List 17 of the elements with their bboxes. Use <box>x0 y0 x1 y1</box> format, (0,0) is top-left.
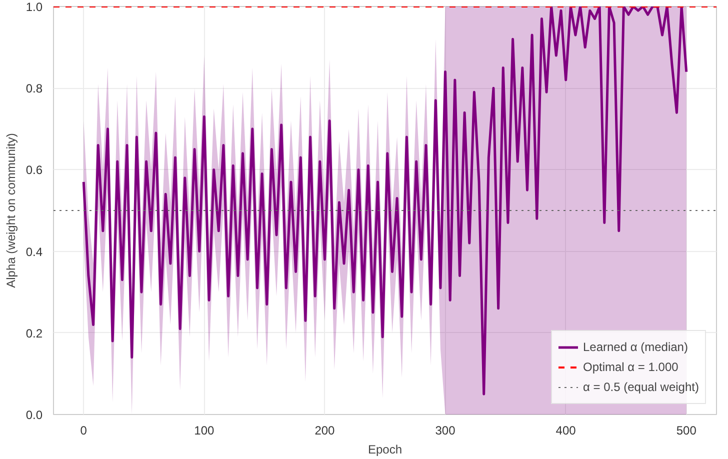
y-tick-label: 0.2 <box>26 326 43 340</box>
y-axis-title: Alpha (weight on community) <box>4 133 18 288</box>
x-tick-label: 500 <box>676 424 697 438</box>
legend-label: Optimal α = 1.000 <box>582 360 678 374</box>
y-tick-label: 0.4 <box>26 244 43 259</box>
x-tick-label: 200 <box>314 424 336 438</box>
legend-label: α = 0.5 (equal weight) <box>582 380 699 394</box>
y-tick-label: 0.6 <box>26 163 43 178</box>
y-tick-label: 0.0 <box>26 408 43 422</box>
y-tick-label: 0.8 <box>26 82 43 96</box>
y-tick-label: 1.0 <box>26 0 43 14</box>
x-tick-label: 400 <box>556 424 576 438</box>
x-tick-label: 300 <box>435 424 456 438</box>
x-tick-label: 100 <box>194 424 215 438</box>
legend-label: Learned α (median) <box>582 340 688 354</box>
x-tick-label: 0 <box>80 424 88 438</box>
x-axis-title: Epoch <box>368 442 402 456</box>
